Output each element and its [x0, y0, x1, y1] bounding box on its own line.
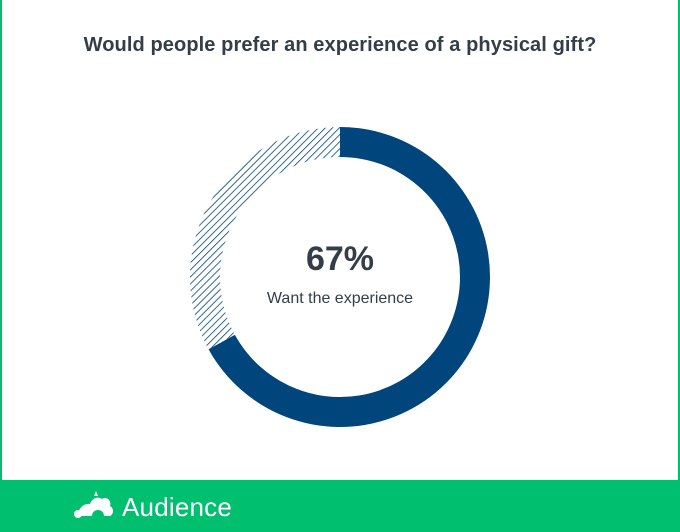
brand-name: Audience — [122, 492, 233, 522]
center-value: 67% — [306, 240, 374, 278]
donut-slice-remaining — [189, 126, 340, 350]
footer-bar: Audience — [0, 480, 680, 532]
chart-title: Would people prefer an experience of a p… — [83, 34, 597, 56]
surveymonkey-logo-icon — [74, 491, 113, 518]
center-label: Want the experience — [267, 290, 413, 307]
